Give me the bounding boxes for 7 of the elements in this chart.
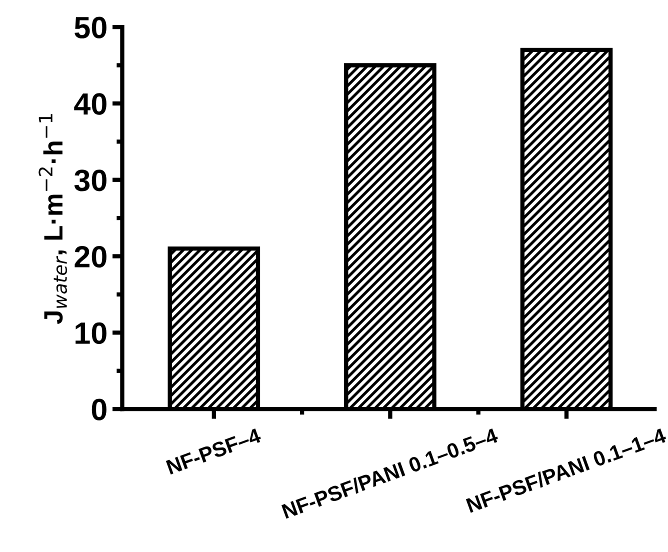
y-tick-label: 40 bbox=[74, 93, 106, 115]
y-tick-label: 20 bbox=[74, 246, 106, 268]
y-tick-label: 10 bbox=[76, 322, 106, 344]
y-tick-label: 50 bbox=[74, 16, 106, 38]
y-tick-label: 0 bbox=[92, 398, 106, 420]
y-tick-label: 30 bbox=[74, 170, 106, 192]
y-axis-title: J$_{water}$, L·m$^{−2}$·h$^{−1}$ bbox=[38, 114, 68, 324]
